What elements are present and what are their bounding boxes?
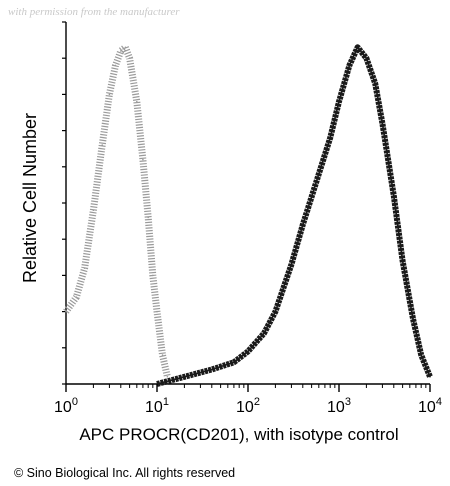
histogram-point (65, 310, 67, 313)
histogram-point (233, 361, 235, 364)
histogram-point (128, 57, 131, 59)
histogram-point (247, 350, 249, 353)
histogram-point (263, 332, 265, 335)
y-axis-label: Relative Cell Number (20, 113, 40, 283)
histogram-point (161, 354, 164, 356)
histogram-point (301, 223, 304, 226)
histogram-point (156, 310, 158, 313)
histogram-point (210, 368, 213, 371)
histogram-point (374, 82, 377, 85)
histogram-point (183, 375, 186, 378)
x-axis-ticks: 100 101 102 103 104 (54, 384, 442, 416)
x-tick-label: 101 (145, 396, 169, 416)
histogram-point (348, 64, 351, 67)
histogram-point (274, 310, 277, 313)
series-1-group (156, 44, 433, 387)
procr-stained-outline (156, 45, 431, 385)
procr-stained-curve (156, 44, 433, 387)
x-tick-label: 102 (236, 396, 260, 416)
histogram-point (166, 375, 169, 378)
histogram-point (119, 50, 122, 52)
watermark-text: with permission from the manufacturer (8, 6, 180, 18)
x-tick-label: 103 (327, 396, 351, 416)
x-tick-label: 100 (54, 396, 78, 416)
histogram-point (114, 64, 117, 67)
histogram-point (142, 158, 144, 161)
histogram-point (381, 122, 384, 125)
histogram-point (392, 194, 395, 197)
histogram-point (290, 263, 293, 266)
histogram-point (318, 173, 320, 175)
histogram-point (92, 209, 95, 212)
histogram-point (152, 274, 154, 277)
histogram-point (356, 46, 359, 49)
histogram-series (63, 43, 433, 387)
histogram-point (75, 296, 78, 298)
histogram-point (329, 137, 331, 139)
histogram-point (420, 354, 422, 356)
copyright-notice: © Sino Biological Inc. All rights reserv… (14, 466, 236, 480)
histogram-point (429, 375, 431, 378)
flow-cytometry-histogram: 100 101 102 103 104 Relative Cell Number APC… (20, 21, 442, 444)
histogram-point (83, 267, 86, 269)
histogram-point (108, 93, 111, 96)
histogram-point (101, 144, 104, 146)
x-axis-label: APC PROCR(CD201), with isotype control (79, 425, 398, 444)
histogram-point (147, 216, 149, 219)
series-0-group (63, 43, 171, 378)
histogram-point (124, 46, 127, 49)
isotype-control-curve (63, 43, 171, 378)
histogram-point (401, 260, 404, 262)
histogram-point (365, 57, 368, 59)
histogram-point (136, 100, 138, 103)
x-tick-label: 104 (418, 396, 442, 416)
histogram-point (338, 100, 340, 103)
histogram-point (412, 318, 414, 320)
